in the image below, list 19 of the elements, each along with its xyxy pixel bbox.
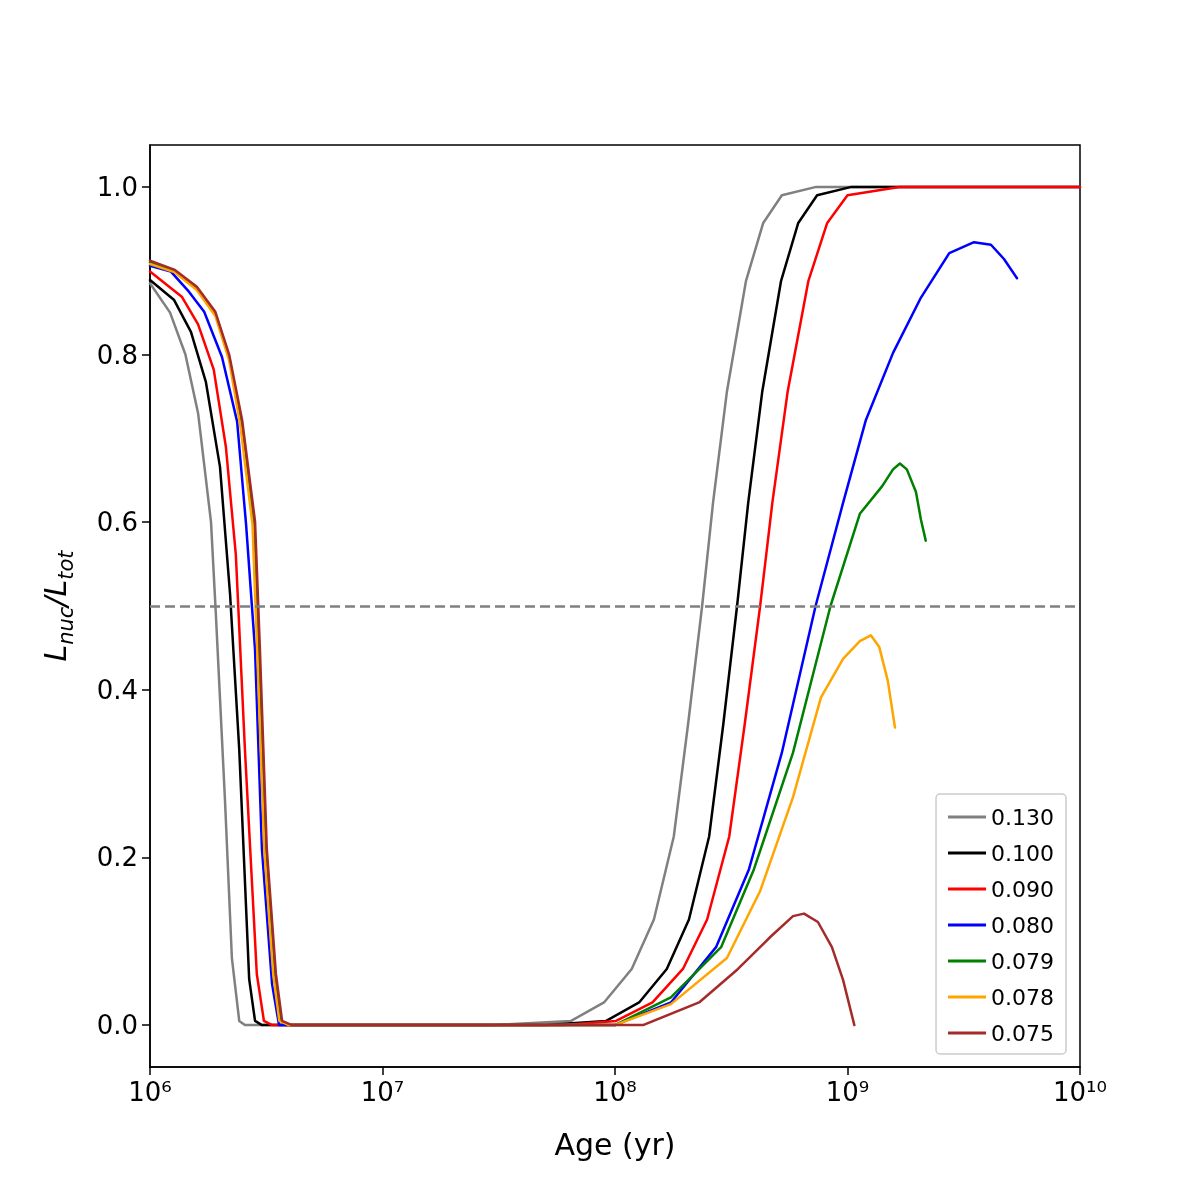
y-tick-label: 0.0 [96,1010,138,1041]
legend-label: 0.100 [991,840,1054,866]
legend-label: 0.080 [991,912,1054,938]
y-tick-label: 0.6 [96,507,138,538]
legend-label: 0.075 [991,1020,1054,1046]
x-tick-label: 10⁸ [593,1077,637,1107]
x-axis-title: Age (yr) [554,1126,676,1162]
x-tick-label: 10⁶ [128,1077,172,1107]
legend-label: 0.130 [991,804,1054,830]
x-tick-label: 10¹⁰ [1053,1077,1107,1107]
legend-label: 0.078 [991,984,1054,1010]
x-tick-label: 10⁷ [360,1077,405,1107]
y-tick-label: 0.8 [96,339,138,370]
y-tick-label: 0.2 [96,842,138,873]
legend-label: 0.079 [991,948,1054,974]
x-tick-label: 10⁹ [825,1077,870,1107]
y-tick-label: 1.0 [96,171,138,202]
y-tick-label: 0.4 [96,674,138,705]
legend-label: 0.090 [991,876,1054,902]
